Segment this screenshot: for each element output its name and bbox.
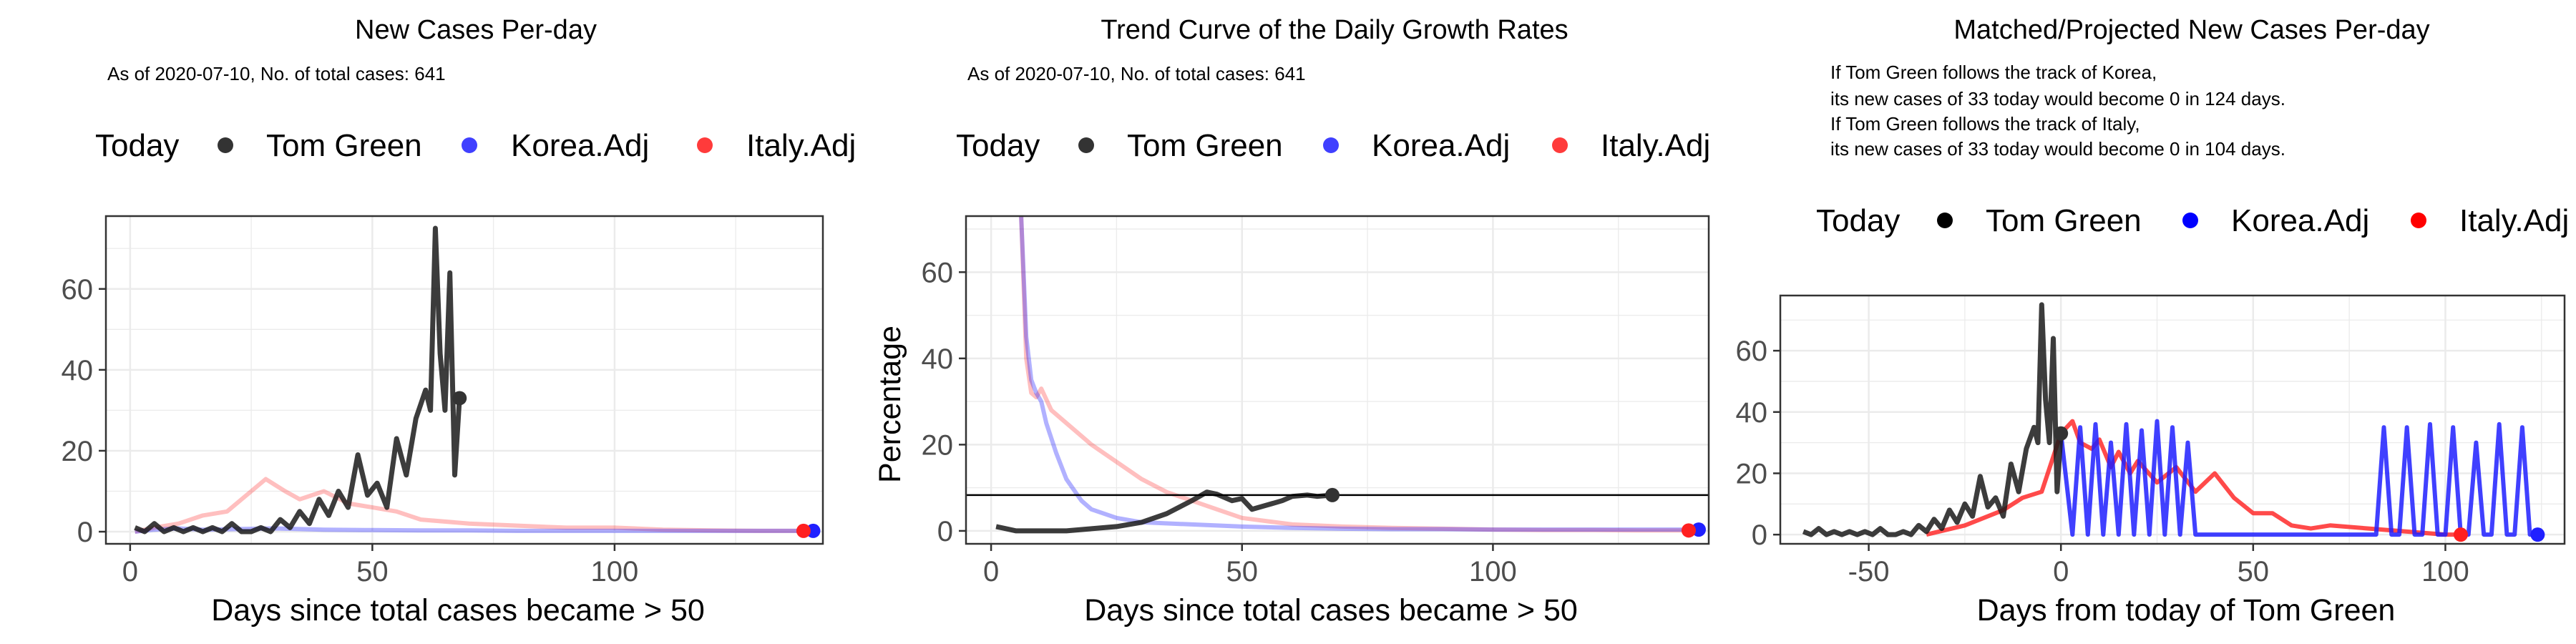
legend-key-korea [1323,137,1339,153]
x-tick-label: 100 [591,556,639,587]
panel2-x-axis-label: Days since total cases became > 50 [1084,593,1578,628]
series-line-italy-adj [1019,215,1689,533]
y-tick-label: 60 [62,274,94,306]
panel3-x-axis-label: Days from today of Tom Green [1977,593,2396,628]
panel3-subtitle-line-4: its new cases of 33 today would become 0… [1830,138,2285,160]
y-tick-label: 60 [1736,336,1768,367]
legend-key-italy [2411,213,2426,228]
y-tick-label: 0 [1752,519,1767,551]
y-tick-label: 40 [62,355,94,386]
legend-key-tom-green [1937,213,1953,228]
legend-key-korea [2182,213,2198,228]
panel3-plot-border [1779,294,2566,545]
x-tick-label: 100 [1469,556,1517,587]
panel2-reference-and-today [966,487,1709,538]
today-point-italy-adj [2453,527,2468,542]
series-line-korea-adj [2059,419,2538,537]
today-point-tom-green [1324,487,1340,502]
panel1-series [134,225,814,535]
legend-label-korea: Korea.Adj [2231,203,2369,238]
legend-key-korea [462,137,477,153]
panel1-axis-ticks: 0 20 40 60 0 50 100 [62,274,639,587]
legend-key-tom-green [1078,137,1094,153]
x-tick-label: 0 [2053,556,2069,587]
y-tick-label: 20 [1736,458,1768,489]
y-tick-label: 20 [922,429,954,461]
y-tick-label: 0 [77,517,93,548]
legend-label-korea: Korea.Adj [511,128,649,163]
panel3-axis-ticks: 0 20 40 60 -50 0 50 100 [1736,336,2469,587]
series-line-italy-adj [134,477,804,534]
panel3-legend: Today Tom Green Korea.Adj Italy.Adj [1816,203,2569,238]
today-point-korea-adj [2530,527,2545,542]
panel-growth-rates: Trend Curve of the Daily Growth Rates As… [873,15,1710,628]
panel2-plot-border [965,215,1710,545]
panel3-title: Matched/Projected New Cases Per-day [1953,15,2429,45]
today-point-italy-adj [796,523,811,538]
panel1-today-points [452,391,821,538]
today-point-tom-green [452,391,467,406]
y-tick-label: 20 [62,436,94,467]
series-line-tom-green [995,489,1333,534]
y-tick-label: 0 [937,516,953,547]
legend-label-italy: Italy.Adj [746,128,856,163]
panel1-subtitle: As of 2020-07-10, No. of total cases: 64… [107,63,446,84]
x-tick-label: 50 [356,556,389,587]
y-tick-label: 60 [922,257,954,288]
panel1-legend: Today Tom Green Korea.Adj Italy.Adj [95,128,856,163]
x-tick-label: 100 [2421,556,2469,587]
panel1-plot-border [104,215,824,545]
legend-label-italy: Italy.Adj [1601,128,1710,163]
panel2-axis-ticks: 0 20 40 60 0 50 100 [922,257,1517,587]
panel2-legend: Today Tom Green Korea.Adj Italy.Adj [956,128,1710,163]
today-point-italy-adj [1681,523,1696,538]
y-tick-label: 40 [1736,397,1768,429]
panel-new-cases: New Cases Per-day As of 2020-07-10, No. … [62,15,857,628]
legend-label-tom-green: Tom Green [1986,203,2142,238]
panel2-subtitle: As of 2020-07-10, No. of total cases: 64… [967,63,1306,84]
legend-title: Today [1816,203,1900,238]
x-tick-label: 50 [2238,556,2270,587]
series-line-tom-green [134,225,462,535]
legend-label-korea: Korea.Adj [1372,128,1510,163]
x-tick-label: 0 [122,556,138,587]
panel3-subtitle-line-1: If Tom Green follows the track of Korea, [1830,62,2157,83]
y-tick-label: 40 [922,343,954,375]
today-point-tom-green [2054,426,2069,441]
panel3-subtitle-line-2: its new cases of 33 today would become 0… [1830,88,2285,109]
legend-title: Today [956,128,1040,163]
panel1-plot-area: 0 20 40 60 0 50 100 [62,215,824,587]
x-tick-label: 50 [1226,556,1258,587]
legend-title: Today [95,128,179,163]
panel2-y-axis-label: Percentage [873,326,907,483]
series-line-korea-adj [1019,215,1699,532]
panel2-plot-area: 0 20 40 60 0 50 100 [922,215,1710,587]
panel-projected-cases: Matched/Projected New Cases Per-day If T… [1736,15,2570,628]
x-tick-label: -50 [1848,556,1890,587]
series-line-italy-adj [1926,419,2461,537]
legend-key-italy [697,137,713,153]
panel1-title: New Cases Per-day [355,15,597,45]
panel3-series [1802,302,2538,537]
panel3-subtitle-line-3: If Tom Green follows the track of Italy, [1830,113,2140,135]
x-tick-label: 0 [983,556,999,587]
legend-label-tom-green: Tom Green [266,128,422,163]
panel1-gridlines [106,216,823,544]
panel3-plot-area: 0 20 40 60 -50 0 50 100 [1736,294,2566,587]
panel3-today-points [2054,426,2545,542]
legend-label-tom-green: Tom Green [1127,128,1283,163]
panel2-series [995,215,1699,534]
legend-key-italy [1552,137,1568,153]
panel1-x-axis-label: Days since total cases became > 50 [211,593,705,628]
series-line-tom-green [1802,302,2064,537]
panel2-title: Trend Curve of the Daily Growth Rates [1101,15,1568,45]
legend-label-italy: Italy.Adj [2459,203,2569,238]
legend-key-tom-green [218,137,233,153]
